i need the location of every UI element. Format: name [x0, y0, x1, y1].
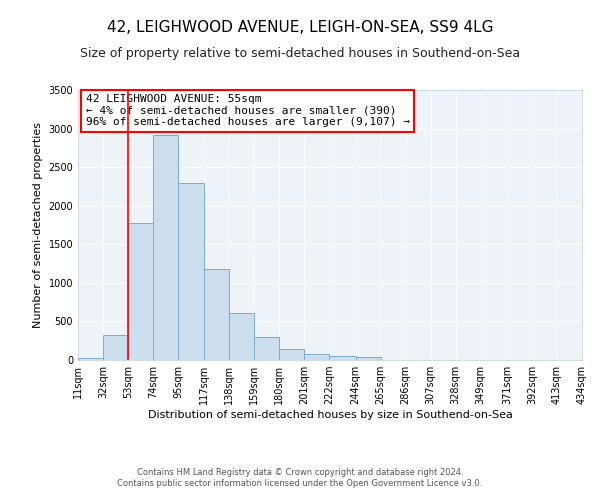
Bar [204, 270, 229, 360]
Y-axis label: Number of semi-detached properties: Number of semi-detached properties [33, 122, 43, 328]
X-axis label: Distribution of semi-detached houses by size in Southend-on-Sea: Distribution of semi-detached houses by … [148, 410, 512, 420]
Bar [329, 356, 356, 360]
Bar [103, 334, 128, 360]
Text: 42 LEIGHWOOD AVENUE: 55sqm
← 4% of semi-detached houses are smaller (390)
96% of: 42 LEIGHWOOD AVENUE: 55sqm ← 4% of semi-… [86, 94, 410, 127]
Text: Contains HM Land Registry data © Crown copyright and database right 2024.
Contai: Contains HM Land Registry data © Crown c… [118, 468, 482, 487]
Bar [229, 314, 254, 360]
Bar [356, 356, 380, 360]
Bar [78, 358, 103, 360]
Text: 42, LEIGHWOOD AVENUE, LEIGH-ON-SEA, SS9 4LG: 42, LEIGHWOOD AVENUE, LEIGH-ON-SEA, SS9 … [107, 20, 493, 35]
Bar [178, 182, 204, 360]
Text: Size of property relative to semi-detached houses in Southend-on-Sea: Size of property relative to semi-detach… [80, 48, 520, 60]
Bar [254, 337, 280, 360]
Bar [280, 349, 304, 360]
Bar [304, 354, 329, 360]
Bar [128, 222, 153, 360]
Bar [153, 134, 178, 360]
